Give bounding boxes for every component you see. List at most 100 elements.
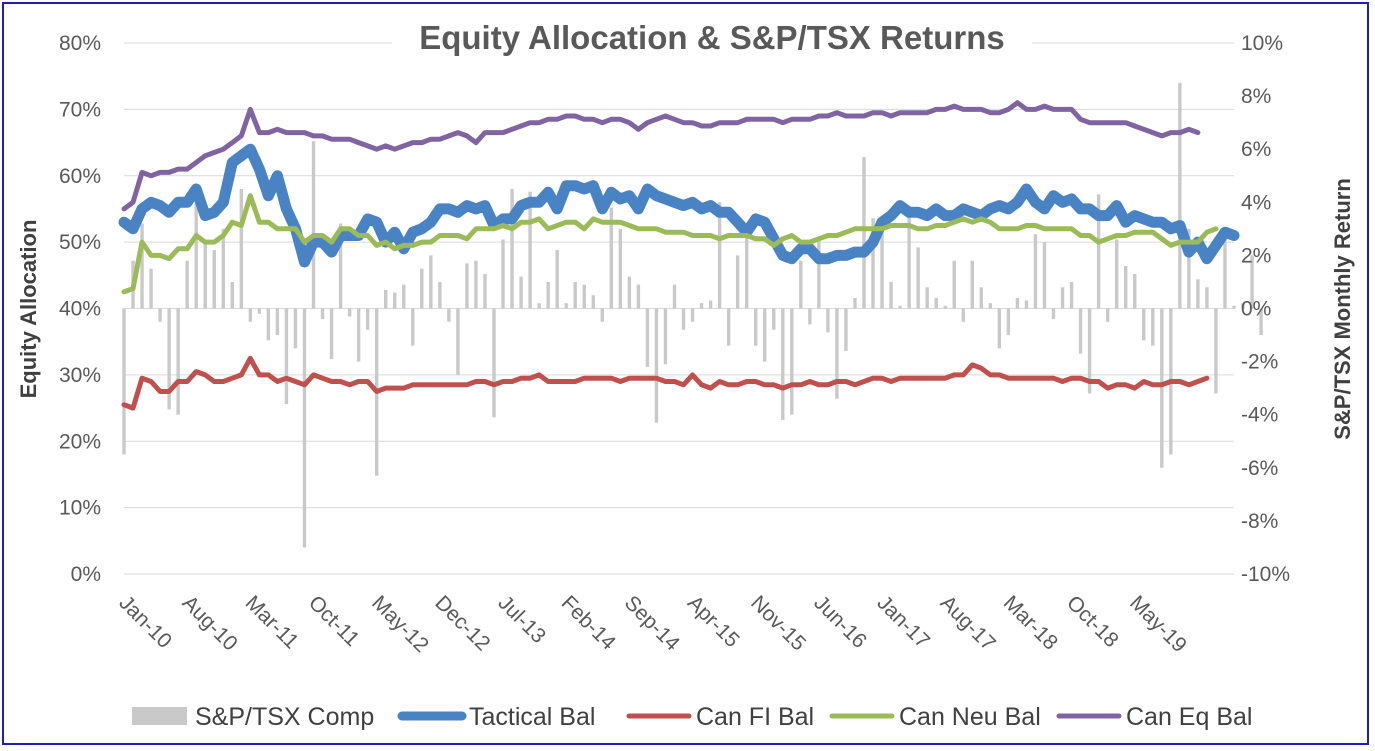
tsx-bar bbox=[1042, 242, 1047, 309]
y2-tick-label: -10% bbox=[1241, 563, 1290, 586]
tsx-bar bbox=[167, 308, 171, 410]
tsx-bar bbox=[997, 308, 1002, 349]
y2-axis-title: S&P/TSX Monthly Return bbox=[1330, 178, 1355, 440]
x-tick-label: Oct-11 bbox=[304, 591, 364, 651]
tsx-bar bbox=[1232, 305, 1236, 309]
x-tick-label: Mar-18 bbox=[999, 591, 1062, 654]
tsx-bar bbox=[311, 141, 316, 309]
tsx-bar bbox=[708, 300, 713, 309]
tsx-bar bbox=[781, 308, 785, 421]
legend-label: S&P/TSX Comp bbox=[195, 703, 374, 731]
y2-tick-label: -6% bbox=[1241, 457, 1278, 480]
x-tick-label: Jan-10 bbox=[114, 591, 176, 653]
tsx-bar bbox=[744, 223, 749, 309]
tsx-bar bbox=[1151, 308, 1155, 346]
tsx-bar bbox=[293, 308, 298, 349]
tsx-bar bbox=[356, 308, 361, 362]
tsx-bar bbox=[663, 308, 668, 365]
series-line-can-eq-bal bbox=[121, 100, 1201, 212]
tsx-bar bbox=[149, 268, 153, 309]
tsx-bar bbox=[248, 308, 253, 322]
tsx-bar bbox=[365, 308, 370, 330]
tsx-bar bbox=[735, 255, 740, 309]
tsx-bar bbox=[384, 289, 388, 309]
tsx-bar bbox=[1214, 308, 1218, 394]
tsx-bar bbox=[203, 242, 207, 309]
tsx-bar bbox=[1259, 308, 1263, 336]
tsx-bar bbox=[699, 303, 704, 309]
tsx-bar bbox=[835, 308, 839, 399]
tsx-bar bbox=[1114, 239, 1119, 309]
left-axis-ticks: 0% 10% 20% 30% 40% 50% 60% 70% 80% bbox=[59, 32, 101, 586]
tsx-bar bbox=[952, 260, 956, 309]
equity-allocation-chart: 0% 10% 20% 30% 40% 50% 60% 70% 80% -10% -8% -6% -4%… bbox=[16, 12, 1355, 731]
tsx-bar bbox=[672, 284, 677, 309]
tsx-bar bbox=[961, 308, 965, 322]
tsx-bar bbox=[1223, 239, 1227, 309]
legend: S&P/TSX Comp Tactical Bal Can FI Bal Can Ne… bbox=[132, 703, 1252, 731]
tsx-bar bbox=[402, 284, 406, 309]
tsx-bar bbox=[853, 297, 857, 309]
tsx-bar bbox=[1133, 273, 1137, 309]
tsx-bar bbox=[790, 308, 794, 415]
tsx-bar bbox=[1006, 308, 1011, 336]
tsx-bar bbox=[185, 260, 189, 309]
tsx-bar bbox=[1060, 287, 1065, 309]
y-tick-label: 60% bbox=[59, 165, 101, 188]
y2-tick-label: -2% bbox=[1241, 351, 1278, 374]
tsx-bar bbox=[1078, 308, 1083, 354]
tsx-bar bbox=[808, 308, 812, 325]
tsx-bar bbox=[275, 308, 280, 336]
tsx-bar bbox=[916, 247, 920, 309]
tsx-bar bbox=[889, 281, 893, 309]
tsx-bar bbox=[799, 260, 803, 309]
tsx-bar bbox=[320, 308, 325, 320]
tsx-bar bbox=[726, 308, 731, 346]
tsx-bar bbox=[627, 276, 632, 309]
x-tick-label: Jul-13 bbox=[493, 591, 550, 648]
tsx-bar bbox=[519, 276, 523, 309]
y2-tick-label: 2% bbox=[1241, 244, 1271, 267]
tsx-bar bbox=[943, 305, 947, 309]
tsx-bar bbox=[564, 303, 568, 309]
y-tick-label: 30% bbox=[59, 364, 101, 387]
tsx-bar bbox=[438, 281, 442, 309]
tsx-bar bbox=[528, 191, 532, 309]
tsx-bar bbox=[1015, 297, 1020, 309]
tsx-bar bbox=[420, 268, 424, 309]
y2-tick-label: 4% bbox=[1241, 191, 1271, 214]
tsx-bar bbox=[1124, 266, 1128, 309]
tsx-bar bbox=[717, 202, 722, 309]
tsx-bar bbox=[763, 308, 767, 362]
tsx-bar bbox=[1087, 308, 1092, 394]
x-tick-label: Oct-18 bbox=[1062, 591, 1123, 652]
y2-tick-label: 8% bbox=[1241, 85, 1271, 108]
tsx-bar bbox=[573, 281, 577, 309]
tsx-bar bbox=[1160, 308, 1164, 468]
right-axis-ticks: -10% -8% -6% -4% -2% 0% 2% 4% 6% 8% 10% bbox=[1241, 32, 1290, 586]
tsx-bar bbox=[411, 308, 415, 346]
y2-tick-label: -8% bbox=[1241, 510, 1278, 533]
tsx-bar bbox=[501, 239, 505, 309]
tsx-bar bbox=[176, 308, 180, 415]
tsx-bar bbox=[537, 303, 541, 309]
x-tick-label: May-19 bbox=[1125, 591, 1191, 657]
tsx-bars bbox=[122, 82, 1263, 548]
tsx-bar bbox=[636, 284, 641, 309]
x-tick-label: Aug-10 bbox=[178, 591, 242, 655]
x-tick-label: May-12 bbox=[367, 591, 433, 657]
tsx-bar bbox=[925, 287, 929, 309]
tsx-bar bbox=[347, 308, 352, 317]
tsx-bar bbox=[591, 295, 595, 309]
y2-tick-label: 10% bbox=[1241, 32, 1283, 55]
tsx-bar bbox=[492, 308, 496, 418]
tsx-bar bbox=[456, 308, 460, 375]
legend-label: Tactical Bal bbox=[469, 703, 595, 731]
tsx-bar bbox=[1241, 303, 1245, 309]
tsx-bar bbox=[772, 308, 776, 330]
tsx-bar bbox=[257, 308, 262, 314]
tsx-bar bbox=[194, 202, 198, 309]
y-tick-label: 70% bbox=[59, 98, 101, 121]
y-tick-label: 40% bbox=[59, 298, 101, 321]
legend-label: Can Neu Bal bbox=[899, 703, 1041, 731]
